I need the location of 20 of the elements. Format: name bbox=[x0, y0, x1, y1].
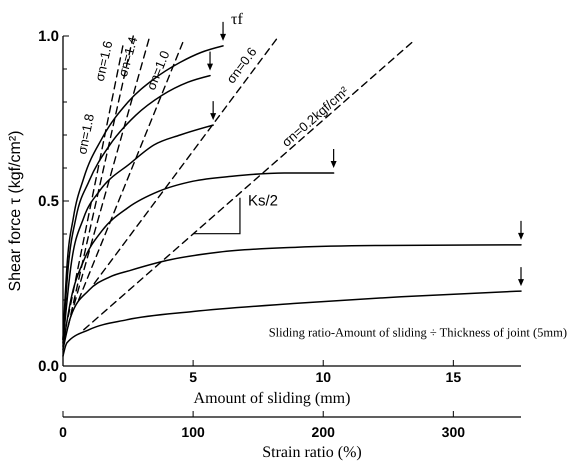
x-tick-label: 15 bbox=[446, 369, 462, 385]
annotation: σn=1.8 bbox=[74, 112, 97, 156]
x2-tick-label: 100 bbox=[181, 424, 206, 440]
annotation: Ks/2 bbox=[248, 192, 278, 210]
x2-tick-label: 200 bbox=[312, 424, 336, 440]
x2-tick-label: 300 bbox=[442, 424, 466, 440]
y-tick-label: 1.0 bbox=[38, 28, 59, 45]
y-tick-label: 0.0 bbox=[38, 358, 59, 375]
y-tick-label: 0.5 bbox=[38, 193, 59, 210]
annotation: Sliding ratio-Amount of sliding ÷ Thickness of joint (5mm) bbox=[268, 325, 567, 340]
annotation: τf bbox=[231, 10, 244, 28]
x-tick-label: 5 bbox=[189, 369, 198, 385]
x-tick-label: 0 bbox=[59, 369, 68, 385]
annotation: σn=1.6 bbox=[92, 39, 116, 83]
x2-axis-title: Strain ratio (%) bbox=[262, 444, 362, 461]
annotation: σn=1.0 bbox=[143, 48, 172, 92]
y-axis-title: Shear force τ (kgf/cm²) bbox=[7, 130, 24, 292]
x2-tick-label: 0 bbox=[59, 424, 68, 440]
x-tick-label: 10 bbox=[315, 369, 332, 385]
x-axis-title: Amount of sliding (mm) bbox=[194, 390, 350, 407]
